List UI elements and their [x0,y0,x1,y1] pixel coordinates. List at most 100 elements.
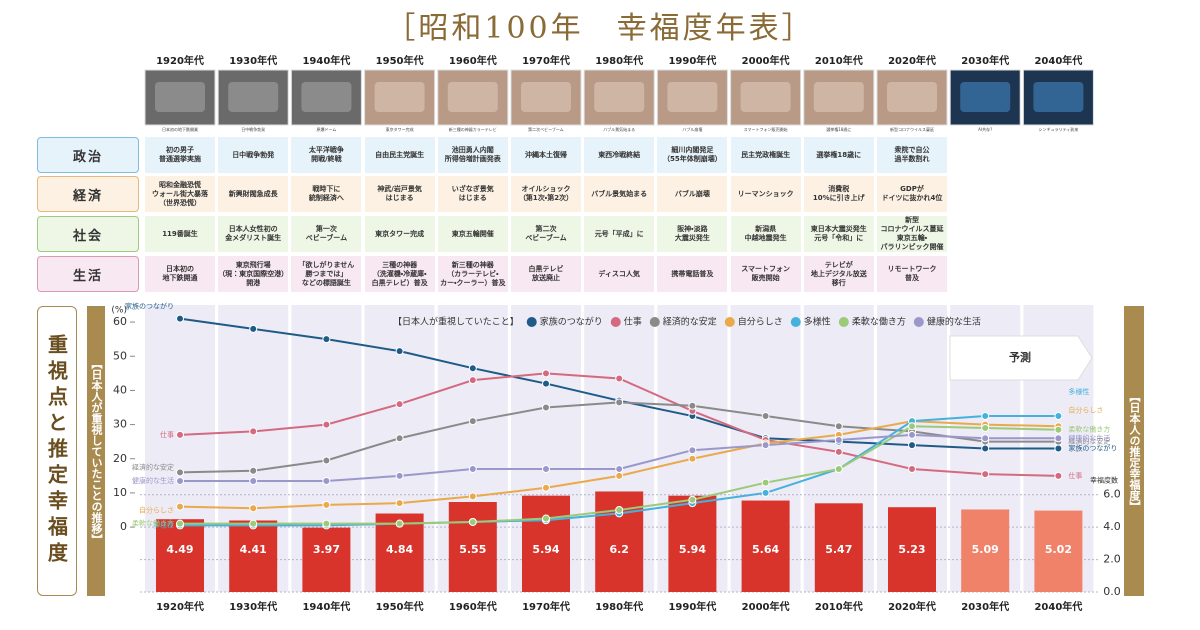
photo-caption: 新三種の神器カラーテレビ [449,126,497,132]
series-point [322,476,331,485]
legend-label: 健康的な生活 [927,316,981,328]
bar-value-label: 5.02 [1045,543,1072,556]
side-title: 重視点と推定幸福度 [37,306,77,596]
row-label: 生活 [37,256,139,292]
decade-label: 2020年代 [888,54,936,67]
row-label: 社会 [37,216,139,252]
series-start-label: 経済的な安定 [132,462,174,471]
photo-detail [740,82,791,112]
photo-detail [155,82,205,112]
series-point [542,483,550,492]
bar-value-label: 3.97 [313,543,340,556]
series-point [468,465,477,473]
event-cell: 新型 コロナウイルス蔓延 東京五輪・ パラリンピック開催 [877,216,947,252]
event-cell: 新三種の神器 （カラーテレビ・ カー・クーラー）普及 [437,256,508,292]
forecast-arrow [949,335,1093,381]
photo-caption: 日中戦争勃発 [241,126,265,132]
event-cell: 新潟県 中越地震発生 [730,216,801,252]
event-cell: 日本初の 地下鉄開通 [145,256,215,292]
event-cell: オイルショック （第1次・第2次） [511,176,581,212]
y2-tick-label: 0.0 [1103,585,1121,598]
y2-tick-label: 2.0 [1103,553,1121,566]
decade-label: 2030年代 [961,600,1009,613]
y-tick-label: 30 [113,418,127,431]
happiness-bar [741,500,790,592]
happiness-bar [522,495,570,592]
event-cell: 初の男子 普通選挙実施 [145,137,215,173]
event-cell: 沖縄本土復帰 [511,137,581,173]
series-point [981,412,990,421]
event-cell: 昭和金融恐慌 ウォール街大暴落 （世界恐慌） [145,176,215,212]
bar-value-label: 4.84 [386,543,413,556]
series-point [468,364,477,373]
series-point [468,376,477,385]
series-point [1054,444,1063,453]
happiness-bar [888,507,936,592]
event-cell: 戦時下に 統制経済へ [291,176,362,212]
decade-label: 1970年代 [522,54,570,67]
series-start-label: 家族のつながり [125,302,174,311]
bar-value-label: 5.09 [972,543,999,556]
series-point [1054,434,1063,443]
decade-label: 2030年代 [961,54,1009,67]
photo-caption: 新型コロナウイルス蔓延 [890,126,934,132]
series-point [761,488,770,497]
series-point [615,398,624,407]
event-cell: 消費税 10%に引き上げ [803,176,874,212]
legend-label: 仕事 [624,316,642,328]
series-point [761,441,770,450]
series-point [981,470,990,479]
bar-value-label: 5.47 [825,543,852,556]
series-start-label: 柔軟な働き方 [132,519,174,528]
series-point [395,471,404,480]
happiness-bar [229,520,278,592]
decade-label: 1950年代 [376,54,424,67]
row-label: 政治 [37,137,139,173]
y2-tick-label: 6.0 [1103,488,1121,501]
series-point [468,492,477,501]
series-point [322,500,331,509]
y-axis-label: 【日本人が重視していたことの推移】 [87,306,105,596]
series-point [468,517,477,526]
event-cell: GDPが ドイツに抜かれ4位 [877,176,947,212]
series-point [542,465,550,473]
photo-detail [594,82,645,112]
y-tick-label: 60 [113,315,127,328]
series-point [249,466,258,475]
photo-caption: AI共存? [978,126,992,132]
series-point [542,403,550,412]
legend-marker [724,317,735,327]
decade-label: 1960年代 [449,600,497,613]
series-point [322,519,331,528]
event-cell: 太平洋戦争 開戦/終戦 [291,137,362,173]
y-unit: (%) [111,306,127,316]
event-cell: 元号「平成」に [584,216,655,252]
series-point [1054,412,1063,421]
series-point [615,506,624,514]
series-point [1054,471,1063,480]
event-cell: 自由民主党誕生 [364,137,435,173]
decade-label: 1990年代 [668,54,716,67]
legend-marker [610,317,621,327]
decade-label: 2010年代 [815,54,863,67]
event-cell: 東日本大震災発生 元号「令和」に [803,216,874,252]
decade-label: 1920年代 [156,600,204,613]
photo-caption: バブル崩壊 [682,126,702,132]
decade-label: 1950年代 [376,600,424,613]
series-point [176,476,184,485]
photo-caption: スマートフォン販売開始 [744,126,788,132]
event-cell: 第一次 ベビーブーム [291,216,362,252]
series-end-label: 経済的な安定 [1068,437,1110,446]
decade-label: 1940年代 [302,600,350,613]
series-point [395,519,404,528]
legend-marker [838,317,849,327]
series-point [395,400,404,409]
series-point [249,476,258,485]
bar-value-label: 5.64 [752,543,779,556]
forecast-label: 予測 [1009,350,1031,364]
legend-marker [526,317,537,327]
event-cell: ディスコ人気 [584,256,655,292]
series-point [908,422,916,431]
photo-caption: 選挙権18歳に [826,126,851,132]
